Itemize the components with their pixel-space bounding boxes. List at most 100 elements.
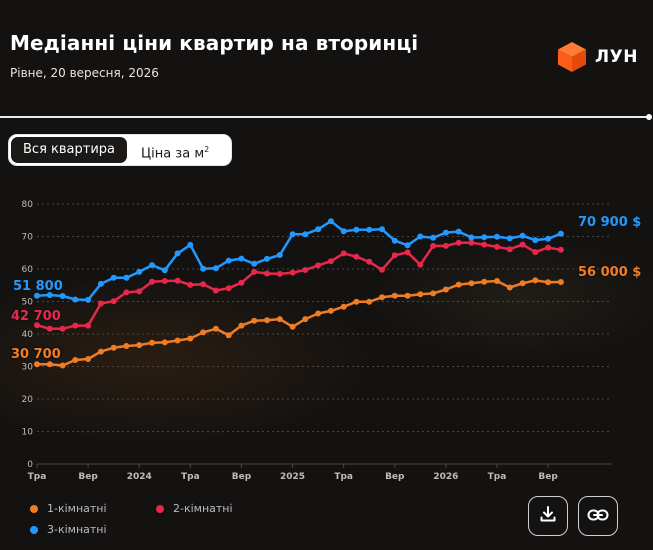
data-point — [161, 267, 168, 274]
data-point — [545, 235, 552, 242]
data-point — [46, 292, 53, 298]
data-point — [123, 343, 130, 349]
data-point — [289, 231, 296, 238]
data-point — [72, 357, 79, 363]
data-point — [251, 317, 258, 324]
data-point — [442, 242, 449, 249]
x-tick-label: Вер — [385, 472, 405, 482]
price-mode-toggle[interactable]: Вся квартира Ціна за м2 — [8, 134, 232, 166]
toggle-price-per-sqm-superscript: 2 — [204, 145, 210, 154]
x-tick-label: 2024 — [127, 472, 152, 482]
data-point — [34, 292, 40, 299]
legend-label-1-room: 1-кімнатні — [47, 502, 107, 515]
data-point — [200, 265, 207, 272]
y-tick-label: 20 — [22, 395, 34, 405]
data-point — [85, 356, 92, 362]
y-tick-label: 10 — [22, 428, 34, 438]
legend-label-3-room: 3-кімнатні — [47, 523, 107, 536]
data-point — [455, 228, 462, 235]
data-point — [110, 274, 117, 281]
toggle-price-per-sqm[interactable]: Ціна за м2 — [129, 137, 221, 163]
data-point — [519, 280, 526, 287]
brand-name: ЛУН — [595, 47, 638, 67]
x-tick-label: Вер — [232, 472, 252, 482]
data-point — [366, 226, 373, 233]
data-point — [532, 249, 539, 256]
legend-dot-3-room — [30, 525, 38, 534]
end-value-label-1: 56 000 $ — [578, 265, 641, 280]
x-tick-label: 2025 — [280, 472, 305, 482]
y-tick-label: 40 — [22, 330, 34, 340]
legend-item-1-room[interactable]: 1-кімнатні — [30, 502, 107, 515]
data-point — [315, 310, 322, 317]
data-point — [353, 253, 360, 260]
download-button[interactable] — [528, 496, 568, 536]
data-point — [72, 322, 79, 329]
data-point — [532, 237, 539, 244]
data-point — [455, 281, 462, 288]
legend-item-2-room[interactable]: 2-кімнатні — [156, 502, 233, 515]
data-point — [34, 322, 40, 329]
copy-link-button[interactable] — [578, 496, 618, 536]
y-tick-label: 50 — [22, 298, 34, 308]
data-point — [289, 269, 296, 276]
data-point — [442, 229, 449, 236]
toggle-price-per-sqm-label: Ціна за м — [141, 146, 205, 162]
data-point — [59, 293, 66, 299]
data-point — [404, 242, 411, 249]
data-point — [97, 280, 104, 287]
data-point — [519, 232, 526, 239]
data-point — [85, 322, 92, 329]
header-divider-dot — [646, 114, 652, 120]
data-point — [315, 226, 322, 233]
data-point — [187, 241, 194, 248]
data-point — [225, 285, 232, 292]
data-point — [340, 228, 347, 235]
page-title: Медіанні ціни квартир на вторинці — [10, 31, 419, 55]
series-line-3 — [36, 219, 562, 302]
data-point — [302, 316, 309, 323]
legend-item-3-room[interactable]: 3-кімнатні — [30, 523, 107, 536]
data-point — [174, 250, 181, 257]
series-line-2 — [36, 241, 562, 331]
start-value-label-3: 51 800 — [13, 279, 63, 294]
data-point — [353, 226, 360, 233]
data-point — [506, 235, 513, 242]
brand-logo[interactable]: ЛУН — [557, 40, 638, 74]
data-point — [136, 342, 143, 349]
data-point — [276, 270, 283, 277]
data-point — [149, 278, 155, 285]
data-point — [225, 257, 232, 264]
y-tick-label: 70 — [22, 233, 34, 243]
data-point — [174, 337, 181, 344]
data-point — [417, 291, 424, 298]
data-point — [110, 298, 117, 305]
data-point — [136, 268, 143, 275]
chart-legend: 1-кімнатні 2-кімнатні 3-кімнатні — [30, 500, 310, 544]
data-point — [391, 292, 398, 299]
data-point — [302, 267, 309, 273]
data-point — [174, 277, 181, 284]
data-point — [481, 278, 488, 285]
data-point — [430, 242, 437, 249]
y-tick-label: 0 — [27, 460, 33, 470]
data-point — [545, 279, 552, 286]
data-point — [97, 348, 104, 355]
data-point — [379, 266, 385, 273]
toggle-whole-apartment[interactable]: Вся квартира — [11, 137, 127, 163]
data-point — [264, 317, 270, 324]
data-point — [238, 322, 245, 329]
data-point — [404, 249, 411, 256]
data-point — [187, 335, 194, 342]
data-point — [97, 300, 104, 307]
data-point — [251, 268, 258, 275]
x-tick-label: Тра — [181, 472, 200, 482]
data-point — [276, 316, 283, 323]
data-point — [417, 233, 424, 240]
data-point — [161, 278, 168, 284]
data-point — [276, 252, 283, 258]
x-tick-label: Тра — [488, 472, 507, 482]
data-point — [264, 270, 270, 277]
data-point — [557, 246, 564, 253]
